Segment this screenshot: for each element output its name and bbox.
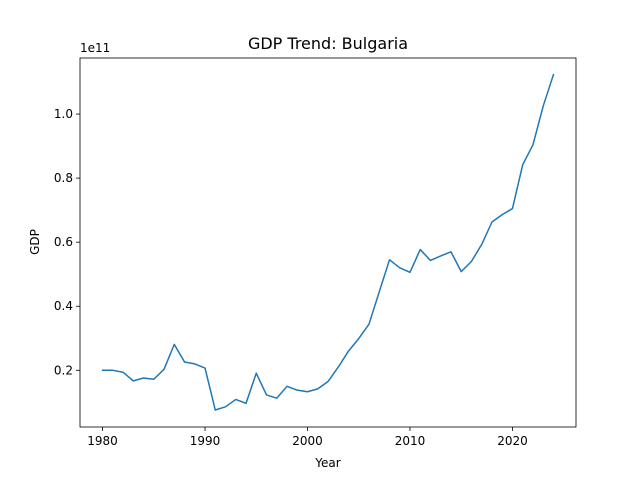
y-axis-label: GDP <box>28 229 42 255</box>
chart-title: GDP Trend: Bulgaria <box>248 34 408 53</box>
plot-area <box>80 58 576 427</box>
x-tick-label: 2010 <box>395 434 426 448</box>
y-tick-label: 0.8 <box>54 171 73 185</box>
x-tick-label: 2000 <box>292 434 323 448</box>
gdp-series-line <box>101 73 555 411</box>
y-axis-ticks: 0.2 0.4 0.6 0.8 1.0 <box>54 107 80 377</box>
y-tick-label: 0.2 <box>54 363 73 377</box>
x-axis-ticks: 1980 1990 2000 2010 2020 <box>87 427 528 448</box>
plot-frame <box>79 57 577 428</box>
x-tick-label: 1990 <box>190 434 221 448</box>
y-tick-label: 0.4 <box>54 299 73 313</box>
y-offset-label: 1e11 <box>80 41 110 55</box>
x-axis-label: Year <box>314 456 340 470</box>
y-tick-label: 1.0 <box>54 107 73 121</box>
x-tick-label: 2020 <box>497 434 528 448</box>
y-tick-label: 0.6 <box>54 235 73 249</box>
x-tick-label: 1980 <box>87 434 118 448</box>
